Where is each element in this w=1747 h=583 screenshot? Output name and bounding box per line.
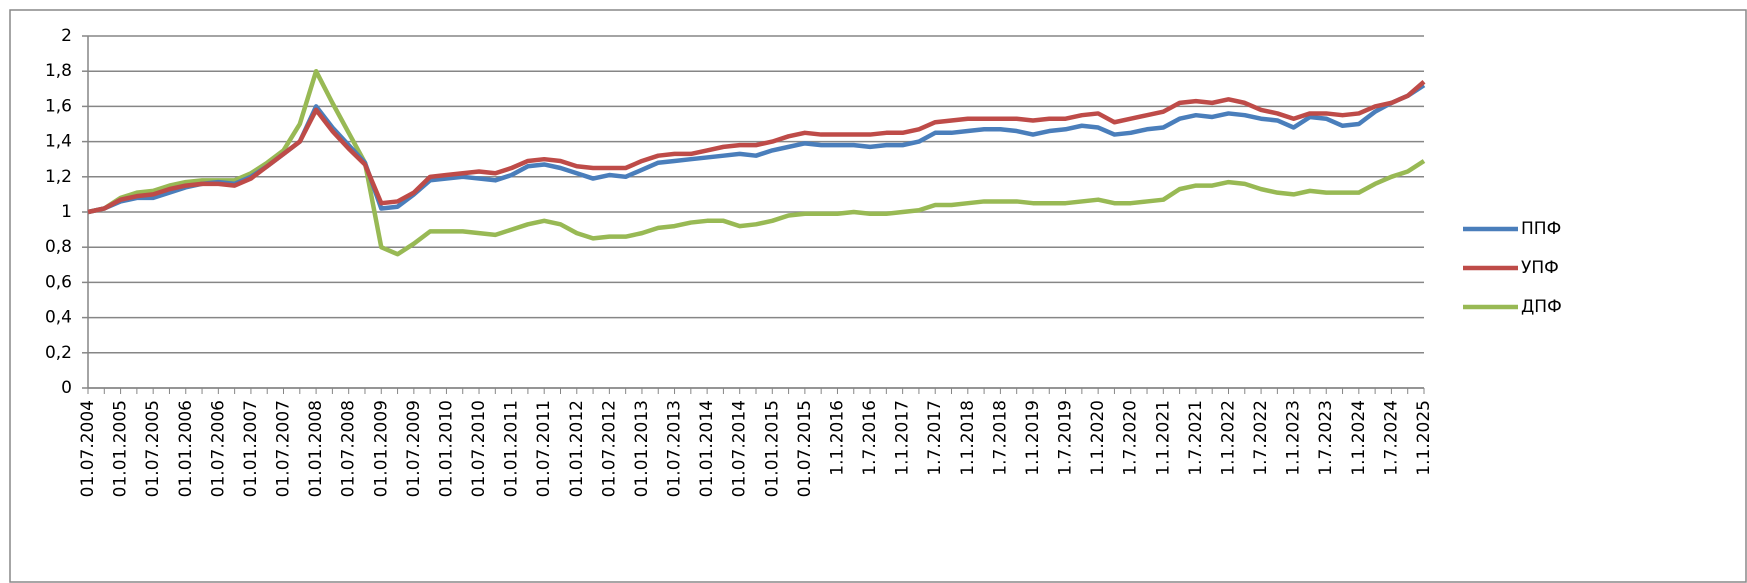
x-tick-label: 01.07.2015 — [795, 400, 815, 497]
x-tick-label: 1.1.2022 — [1218, 400, 1238, 476]
x-tick-label: 01.07.2004 — [78, 400, 98, 497]
x-tick-label: 01.01.2009 — [371, 400, 391, 497]
x-tick-label: 01.01.2011 — [502, 400, 522, 497]
x-tick-label: 1.7.2021 — [1186, 400, 1206, 476]
x-tick-label: 1.7.2018 — [990, 400, 1010, 476]
x-tick-label: 1.1.2019 — [1023, 400, 1043, 476]
x-tick-label: 1.7.2016 — [860, 400, 880, 476]
x-tick-label: 1.7.2019 — [1056, 400, 1076, 476]
x-tick-label: 01.01.2015 — [762, 400, 782, 497]
x-tick-label: 01.07.2013 — [665, 400, 685, 497]
y-tick-label: 1 — [61, 202, 72, 222]
x-tick-label: 1.1.2018 — [958, 400, 978, 476]
y-tick-label: 1,8 — [45, 61, 72, 81]
y-tick-label: 1,2 — [45, 167, 72, 187]
y-tick-label: 0 — [61, 378, 72, 398]
x-tick-label: 1.7.2024 — [1381, 400, 1401, 476]
x-tick-label: 01.07.2014 — [730, 400, 750, 497]
x-tick-label: 01.01.2013 — [632, 400, 652, 497]
y-tick-label: 0,8 — [45, 237, 72, 257]
x-tick-label: 01.01.2012 — [567, 400, 587, 497]
x-tick-label: 1.7.2017 — [925, 400, 945, 476]
y-tick-label: 1,4 — [45, 132, 72, 152]
y-tick-label: 0,4 — [45, 308, 72, 328]
x-tick-label: 1.7.2020 — [1121, 400, 1141, 476]
x-tick-label: 01.07.2010 — [469, 400, 489, 497]
y-tick-label: 2 — [61, 26, 72, 46]
y-tick-label: 0,2 — [45, 343, 72, 363]
x-tick-label: 1.1.2024 — [1349, 400, 1369, 476]
legend-label: ДПФ — [1521, 297, 1562, 317]
x-tick-label: 01.07.2008 — [339, 400, 359, 497]
x-tick-label: 01.01.2010 — [436, 400, 456, 497]
y-tick-label: 0,6 — [45, 272, 72, 292]
x-tick-label: 01.01.2007 — [241, 400, 261, 497]
x-tick-label: 1.1.2025 — [1414, 400, 1434, 476]
x-tick-label: 1.1.2017 — [893, 400, 913, 476]
x-tick-label: 01.07.2012 — [599, 400, 619, 497]
x-tick-label: 1.7.2022 — [1251, 400, 1271, 476]
x-tick-label: 1.1.2021 — [1153, 400, 1173, 476]
x-tick-label: 1.1.2016 — [827, 400, 847, 476]
legend-label: УПФ — [1521, 258, 1559, 278]
x-tick-label: 1.7.2023 — [1316, 400, 1336, 476]
x-tick-label: 1.1.2023 — [1284, 400, 1304, 476]
chart-frame — [9, 9, 1747, 583]
y-tick-label: 1,6 — [45, 96, 72, 116]
x-tick-label: 01.07.2011 — [534, 400, 554, 497]
x-tick-label: 01.07.2007 — [274, 400, 294, 497]
legend-label: ППФ — [1521, 219, 1561, 239]
x-tick-label: 01.07.2009 — [404, 400, 424, 497]
x-tick-label: 01.01.2005 — [111, 400, 131, 497]
data-line — [87, 80, 1426, 215]
x-tick-label: 01.07.2006 — [208, 400, 228, 497]
x-tick-label: 01.07.2005 — [143, 400, 163, 497]
data-line — [87, 68, 1426, 257]
x-tick-label: 01.01.2006 — [176, 400, 196, 497]
x-tick-label: 01.01.2014 — [697, 400, 717, 497]
x-tick-label: 01.01.2008 — [306, 400, 326, 497]
x-tick-label: 1.1.2020 — [1088, 400, 1108, 476]
